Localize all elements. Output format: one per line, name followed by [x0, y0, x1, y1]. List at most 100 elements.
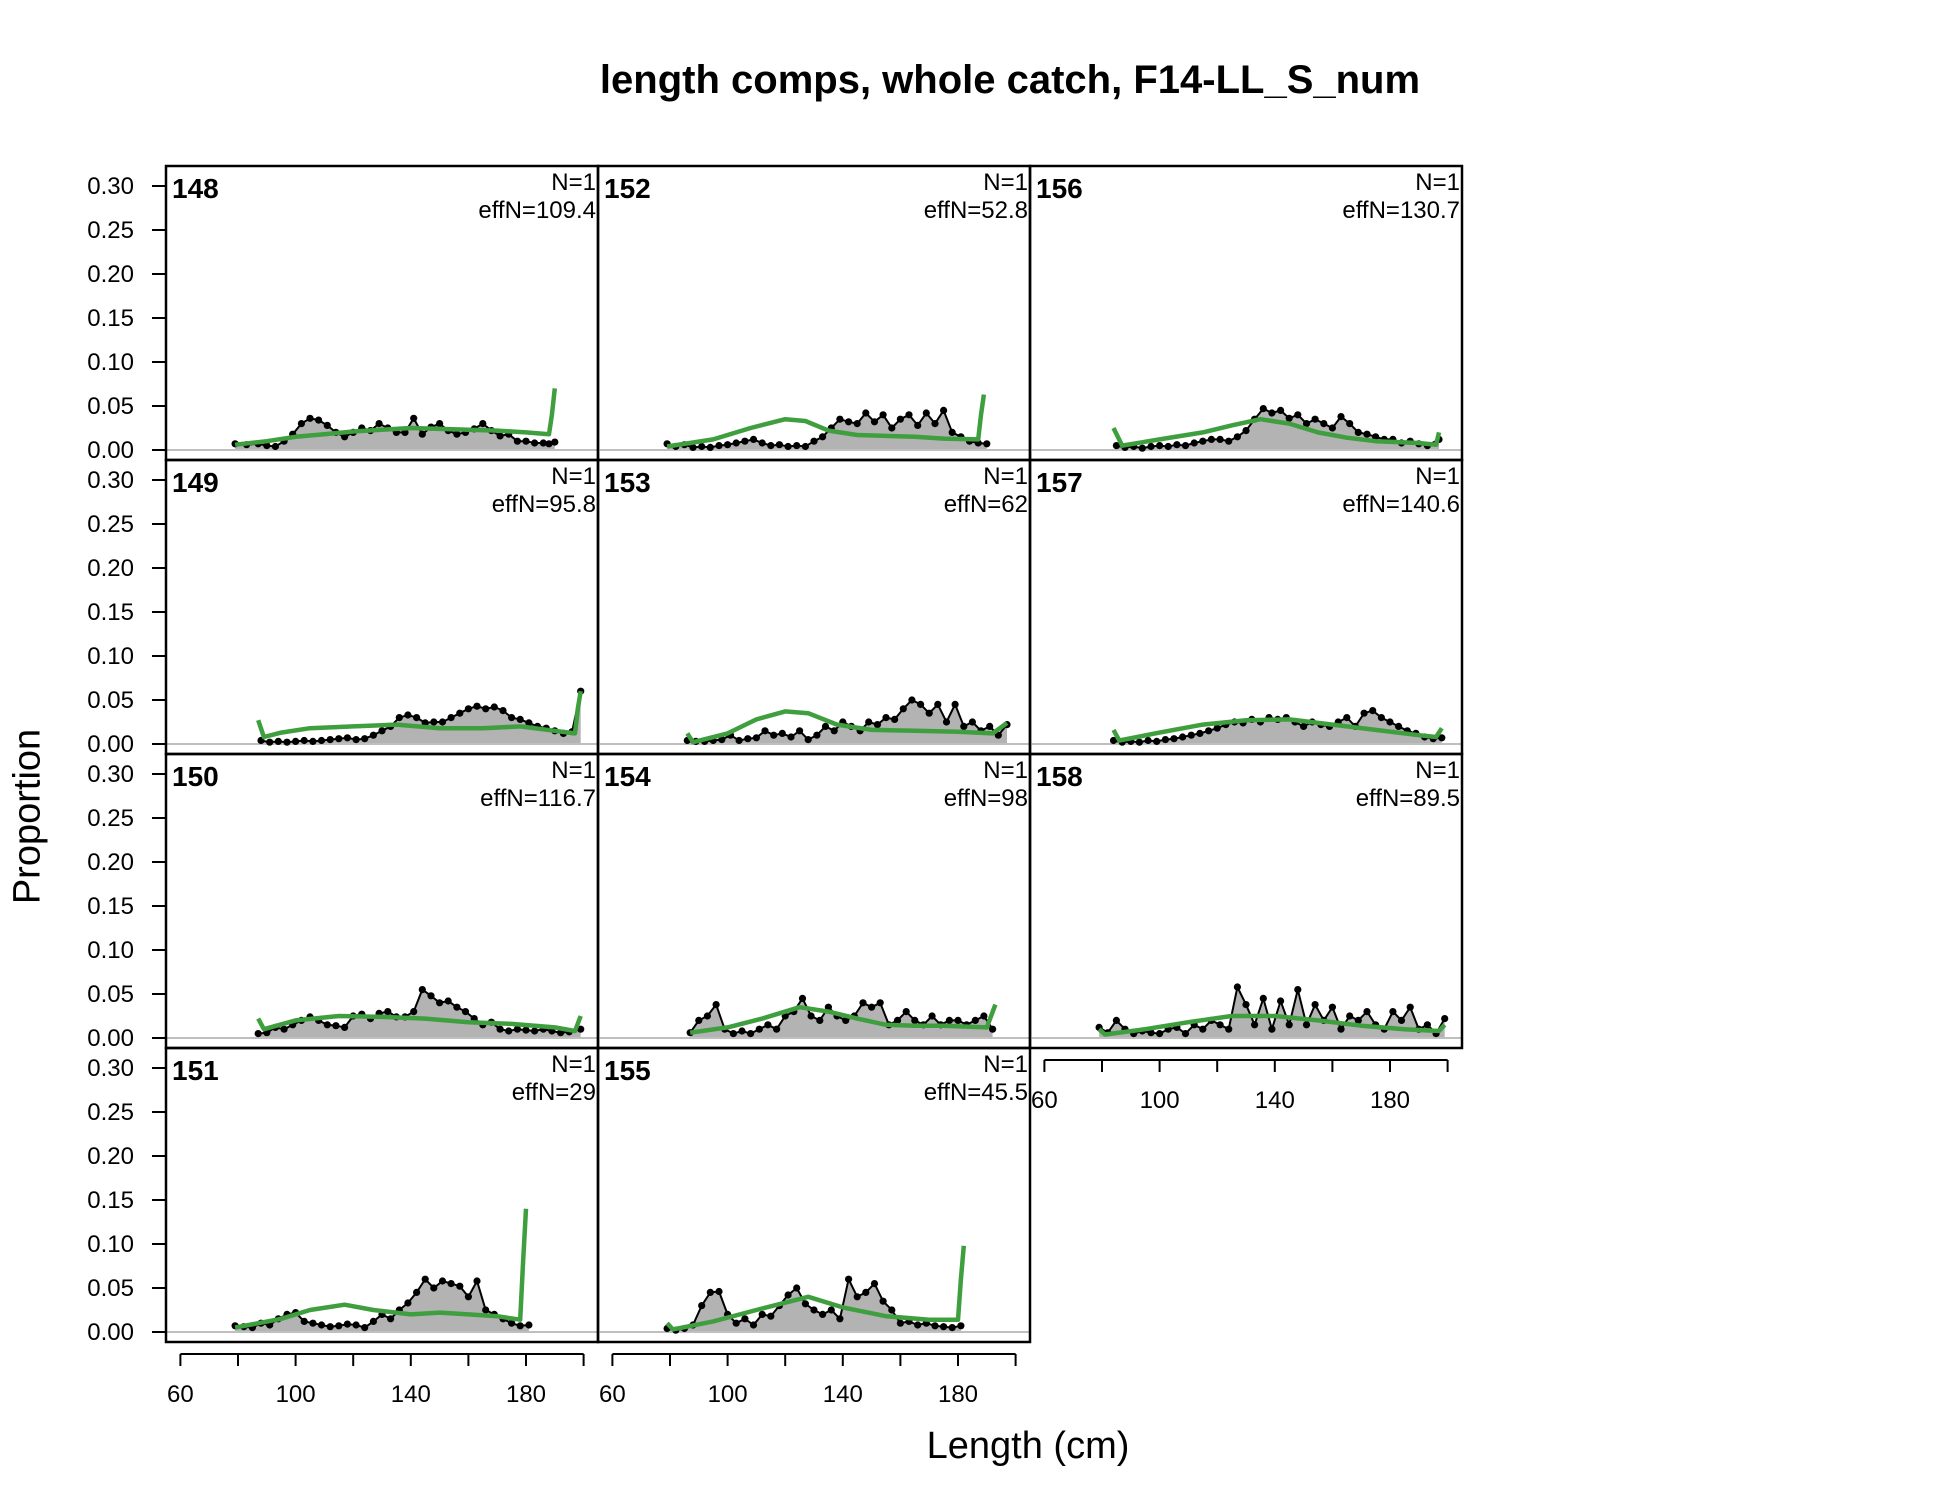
panel-151-observed-point-23 — [430, 1284, 438, 1292]
panel-156-observed-point-6 — [1164, 442, 1172, 451]
panel-158-observed-point-21 — [1277, 997, 1285, 1005]
panel-154-observed-point-9 — [764, 1021, 772, 1029]
panel-149-label: 149 — [172, 467, 219, 498]
panel-154-effn-label: effN=98 — [944, 785, 1028, 812]
panel-148-observed-point-16 — [375, 420, 383, 428]
panel-152-observed-area — [667, 410, 987, 450]
panel-151-observed-point-32 — [508, 1319, 516, 1327]
panel-153-observed-point-7 — [744, 735, 752, 743]
panel-157-observed-point-31 — [1377, 714, 1385, 722]
panel-151-y-tick-label-5: 0.25 — [87, 1099, 134, 1126]
panel-149-observed-point-2 — [274, 737, 282, 746]
panel-155-x-tick-label-2: 140 — [823, 1381, 863, 1408]
panel-148-observed-point-21 — [418, 430, 426, 438]
panel-149-observed-point-29 — [508, 714, 516, 722]
panel-148-y-tick-label-1: 0.05 — [87, 393, 134, 420]
panel-150-n-label: N=1 — [551, 757, 596, 784]
panel-153-n-label: N=1 — [983, 463, 1028, 490]
panel-157-observed-point-0 — [1109, 736, 1118, 745]
panel-154-observed-point-3 — [712, 1001, 720, 1009]
panel-149-observed-point-13 — [369, 731, 377, 739]
panel-157-observed-point-29 — [1360, 709, 1368, 717]
panel-154-label: 154 — [604, 761, 651, 792]
panel-150-y-tick-label-6: 0.30 — [87, 761, 134, 788]
panel-153-observed-point-23 — [882, 714, 890, 722]
panel-149-observed-point-16 — [395, 714, 403, 722]
panel-157-observed-point-7 — [1170, 735, 1178, 743]
panel-153-observed-point-13 — [796, 727, 804, 735]
panel-153-observed-point-6 — [735, 736, 743, 745]
panel-154-observed-point-16 — [824, 1003, 833, 1011]
panel-157-observed-point-9 — [1187, 731, 1195, 739]
panel-149-observed-point-3 — [283, 738, 291, 746]
panel-150-observed-point-18 — [410, 1008, 418, 1016]
panel-155-observed-point-5 — [706, 1288, 714, 1296]
panel-152-observed-point-18 — [819, 433, 827, 441]
panel-149-observed-point-31 — [525, 719, 533, 727]
panel-157-observed-point-32 — [1386, 718, 1394, 726]
panel-150-y-tick-label-1: 0.05 — [87, 981, 134, 1008]
panel-157-observed-point-33 — [1395, 722, 1403, 731]
panel-158-expected-line — [1097, 1013, 1447, 1037]
panel-152-expected-line — [666, 394, 987, 449]
panel-154-observed-point-18 — [842, 1016, 850, 1024]
panel-155-observed-point-18 — [819, 1310, 827, 1318]
panel-152-n-label: N=1 — [983, 169, 1028, 196]
panel-154-expected-line — [689, 1003, 998, 1035]
panel-155-observed-point-25 — [879, 1297, 887, 1305]
panel-154-observed-point-26 — [911, 1016, 919, 1024]
panel-148-y-tick-label-3: 0.15 — [87, 305, 134, 332]
panel-148-observed-point-8 — [306, 414, 314, 422]
panel-153-observed-point-15 — [813, 731, 821, 739]
panel-154-observed-point-34 — [980, 1012, 988, 1020]
panel-151-y-tick-label-3: 0.15 — [87, 1187, 134, 1214]
panel-155-observed-point-31 — [931, 1322, 939, 1330]
panel-154-observed-point-10 — [773, 1025, 781, 1033]
panel-158-observed-point-34 — [1389, 1008, 1397, 1016]
panel-157-observed-point-8 — [1179, 733, 1187, 741]
panel-156-observed-point-26 — [1337, 413, 1345, 421]
panel-152-observed-point-23 — [862, 409, 870, 417]
panel-153-observed-point-36 — [994, 731, 1002, 739]
panel-154-observed-area — [690, 998, 993, 1038]
panel-158-n-label: N=1 — [1415, 757, 1460, 784]
panel-158-observed-point-31 — [1363, 1008, 1371, 1016]
panel-153-observed-point-21 — [865, 718, 873, 726]
panel-152-observed-point-3 — [689, 443, 697, 451]
panel-158-x-tick-label-3: 180 — [1370, 1087, 1410, 1114]
panel-158-observed-point-12 — [1199, 1025, 1207, 1033]
panel-152-observed-point-12 — [767, 442, 775, 450]
panel-150-observed-point-20 — [427, 992, 435, 1000]
panel-149-observed-point-17 — [404, 711, 412, 719]
panel-148-observed-point-32 — [513, 437, 522, 445]
panel-155-label: 155 — [604, 1055, 651, 1086]
panel-155-observed-point-6 — [715, 1287, 723, 1296]
panel-158-observed-point-30 — [1354, 1016, 1362, 1024]
panel-152-observed-point-6 — [715, 442, 723, 450]
panel-155-observed-point-24 — [870, 1280, 879, 1288]
panel-149-observed-point-10 — [343, 734, 351, 742]
panel-158-observed-point-14 — [1216, 1021, 1224, 1029]
panel-156-observed-point-7 — [1173, 441, 1181, 449]
panel-156-observed-point-25 — [1328, 424, 1336, 432]
panel-156-observed-point-3 — [1138, 444, 1146, 452]
panel-150-expected-line — [256, 1013, 583, 1034]
panel-153-observed-point-25 — [899, 705, 907, 713]
panel-154-observed-point-33 — [971, 1016, 979, 1024]
panel-148-y-tick-label-4: 0.20 — [87, 261, 134, 288]
panel-150-y-tick-label-3: 0.15 — [87, 893, 134, 920]
panel-151-y-tick-label-4: 0.20 — [87, 1143, 134, 1170]
panel-158-observed-point-19 — [1259, 994, 1267, 1003]
panel-158-observed-point-15 — [1225, 1025, 1233, 1033]
panel-149-y-tick-label-4: 0.20 — [87, 555, 134, 582]
panel-154-observed-point-30 — [945, 1016, 954, 1024]
panel-158-observed-point-27 — [1328, 1003, 1336, 1011]
panel-151-observed-point-27 — [464, 1293, 472, 1301]
panel-157-observed-area — [1113, 710, 1442, 744]
panel-153-observed-point-11 — [778, 729, 786, 738]
panel-153-observed-point-32 — [960, 722, 968, 731]
panel-156-observed-point-9 — [1190, 439, 1198, 447]
panel-150-observed-point-0 — [254, 1030, 262, 1038]
panel-158-observed-point-2 — [1112, 1016, 1120, 1024]
